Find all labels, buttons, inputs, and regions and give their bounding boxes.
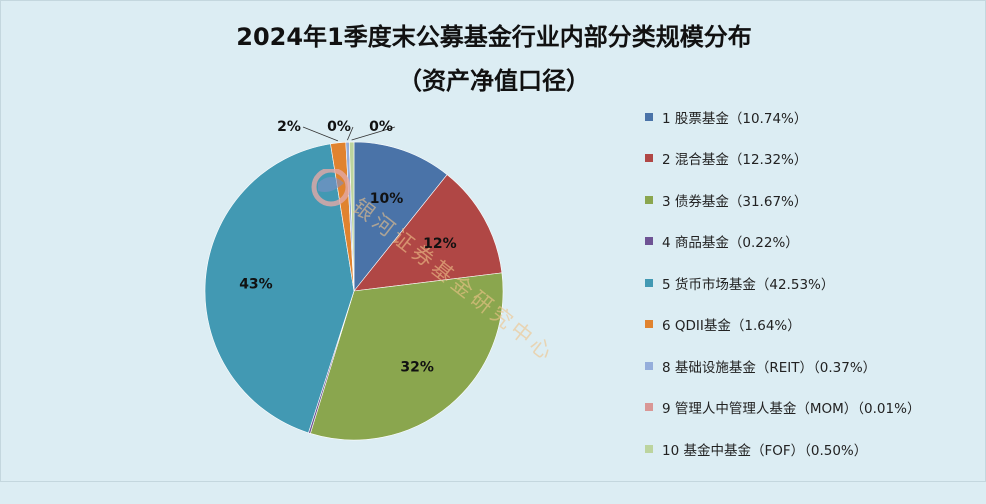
- legend-item-9: 10 基金中基金（FOF）（0.50%）: [645, 428, 980, 470]
- legend-swatch-9: [645, 444, 653, 453]
- legend-swatch-5: [645, 278, 653, 287]
- chart-title: 2024年1季度末公募基金行业内部分类规模分布 （资产净值口径）: [1, 15, 986, 103]
- legend-label-8: 9 管理人中管理人基金（MOM）（0.01%）: [662, 401, 921, 418]
- slice-label-2: 12%: [423, 236, 457, 252]
- slice-label-5: 43%: [239, 276, 273, 292]
- legend-swatch-7: [645, 361, 653, 370]
- legend-swatch-1: [645, 112, 653, 121]
- legend-swatch-6: [645, 320, 653, 329]
- legend-label-4: 4 商品基金（0.22%）: [662, 235, 799, 252]
- legend-item-2: 2 混合基金（12.32%）: [645, 138, 980, 180]
- pie-slice-1: [353, 141, 448, 292]
- legend: 1 股票基金（10.74%） 2 混合基金（12.32%） 3 债券基金（31.67…: [645, 96, 980, 470]
- pie-chart: 10% 12% 32% 43% 2% 0% 0%: [204, 119, 504, 441]
- leader-line-9: [351, 126, 396, 141]
- legend-item-7: 8 基础设施基金（REIT）（0.37%）: [645, 345, 980, 387]
- legend-swatch-2: [645, 154, 653, 163]
- chart-frame: 2024年1季度末公募基金行业内部分类规模分布 （资产净值口径） 10% 12% 3…: [0, 0, 986, 482]
- pie-slice-3: [309, 272, 504, 441]
- legend-label-3: 3 债券基金（31.67%）: [662, 193, 808, 210]
- legend-swatch-4: [645, 237, 653, 246]
- legend-label-1: 1 股票基金（10.74%）: [662, 110, 808, 127]
- chart-title-line-1: 2024年1季度末公募基金行业内部分类规模分布: [236, 23, 752, 51]
- legend-swatch-3: [645, 195, 653, 204]
- legend-item-4: 4 商品基金（0.22%）: [645, 221, 980, 263]
- legend-label-5: 5 货币市场基金（42.53%）: [662, 276, 835, 293]
- slice-label-9: 0%: [369, 119, 393, 135]
- legend-item-6: 6 QDII基金（1.64%）: [645, 304, 980, 346]
- leader-line-6: [302, 126, 339, 142]
- legend-label-6: 6 QDII基金（1.64%）: [662, 318, 801, 335]
- slice-label-7: 0%: [327, 119, 351, 135]
- legend-label-2: 2 混合基金（12.32%）: [662, 152, 808, 169]
- chart-title-line-2: （资产净值口径）: [398, 67, 590, 95]
- legend-swatch-8: [645, 403, 653, 412]
- legend-item-3: 3 债券基金（31.67%）: [645, 179, 980, 221]
- pie-slice-2: [353, 174, 503, 292]
- slice-label-1: 10%: [370, 191, 404, 207]
- legend-item-8: 9 管理人中管理人基金（MOM）（0.01%）: [645, 387, 980, 429]
- leader-line-7: [347, 126, 354, 141]
- slice-label-6: 2%: [277, 119, 301, 135]
- legend-label-7: 8 基础设施基金（REIT）（0.37%）: [662, 359, 877, 376]
- legend-item-5: 5 货币市场基金（42.53%）: [645, 262, 980, 304]
- legend-label-9: 10 基金中基金（FOF）（0.50%）: [662, 442, 868, 459]
- pie-slice-5: [204, 143, 355, 434]
- slice-label-3: 32%: [400, 359, 434, 375]
- legend-item-1: 1 股票基金（10.74%）: [645, 96, 980, 138]
